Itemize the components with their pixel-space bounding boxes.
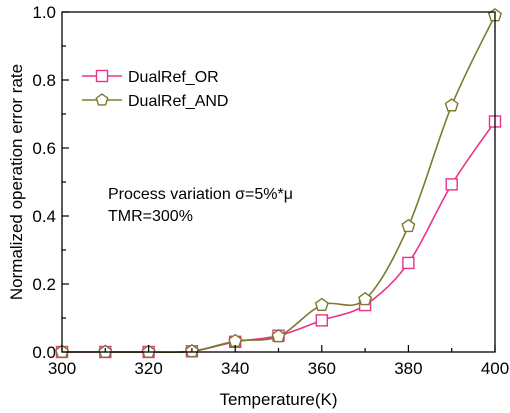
- series-line-dualref-or: [61, 121, 496, 354]
- x-tick-label: 400: [481, 359, 509, 378]
- x-tick-label: 380: [394, 359, 422, 378]
- x-tick-label: 360: [308, 359, 336, 378]
- y-tick-label: 0.2: [32, 275, 56, 294]
- y-tick-label: 0.6: [32, 139, 56, 158]
- data-point-square: [445, 178, 458, 191]
- annotation-tmr: TMR=300%: [108, 208, 193, 225]
- data-point-pentagon: [444, 98, 459, 112]
- legend: DualRef_OR DualRef_AND: [82, 69, 228, 110]
- data-point-pentagon: [314, 297, 329, 312]
- legend-marker-pentagon: [95, 93, 109, 106]
- series-line-dualref-and: [61, 15, 496, 354]
- legend-label-or: DualRef_OR: [128, 69, 219, 86]
- data-point-pentagon: [358, 291, 373, 306]
- legend-marker-square: [95, 69, 109, 83]
- data-point-square: [402, 256, 415, 270]
- y-tick-label: 0.4: [32, 207, 56, 226]
- x-tick-label: 340: [221, 359, 249, 378]
- data-point-pentagon: [271, 328, 286, 343]
- annotation-process-variation: Process variation σ=5%*μ: [108, 186, 293, 203]
- data-point-square: [315, 314, 328, 327]
- x-tick-label: 320: [134, 359, 162, 378]
- ticks-layer: 300 320 340 360 380 400 0.0 0.2 0.4 0.6 0.8 1.0: [32, 3, 509, 378]
- y-tick-label: 0.0: [32, 343, 56, 362]
- x-tick-label: 300: [48, 359, 76, 378]
- series-layer: [54, 8, 503, 359]
- plot-frame: [61, 11, 496, 353]
- y-tick-label: 0.8: [32, 71, 56, 90]
- legend-label-and: DualRef_AND: [128, 93, 228, 110]
- data-point-pentagon: [401, 218, 416, 233]
- x-axis-title: Temperature(K): [219, 390, 337, 409]
- y-axis-title: Normalized operation error rate: [7, 64, 26, 300]
- y-tick-label: 1.0: [32, 3, 56, 22]
